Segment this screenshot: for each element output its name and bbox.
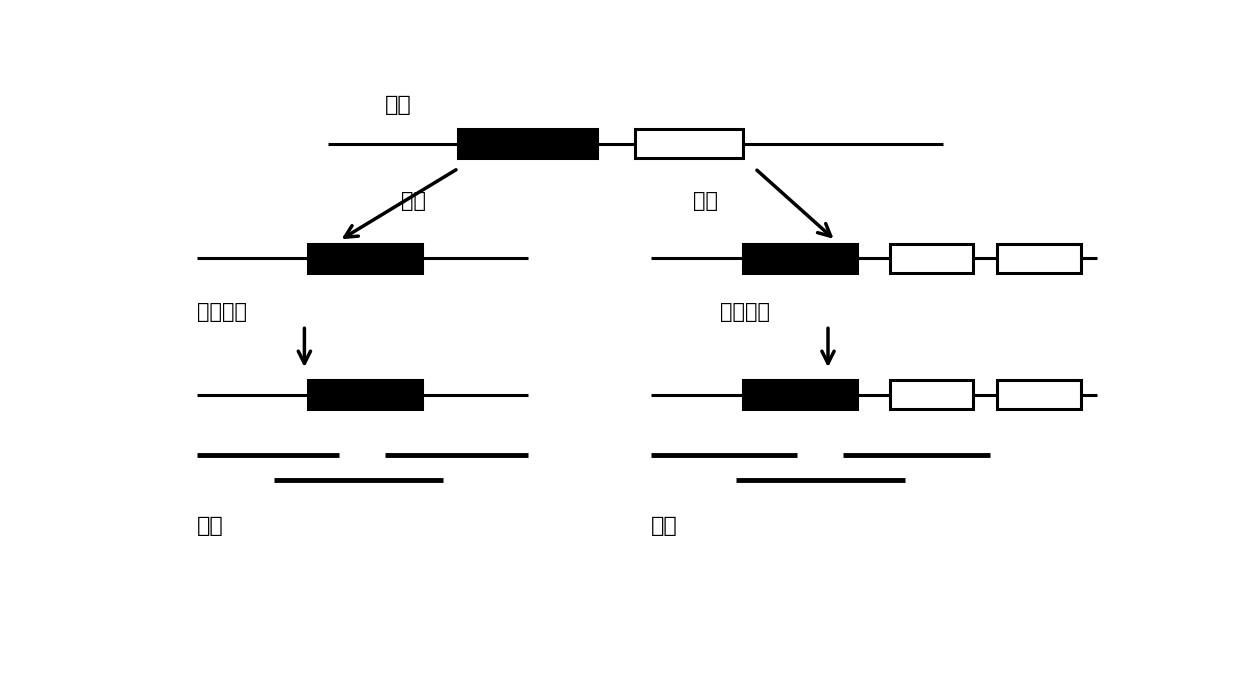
Bar (459, 129, 596, 158)
Bar (743, 244, 857, 273)
Text: 缺失: 缺失 (401, 191, 425, 211)
Bar (997, 244, 1080, 273)
Bar (309, 244, 422, 273)
Bar (889, 380, 972, 409)
Text: 基因: 基因 (386, 95, 412, 115)
Text: 探针: 探针 (651, 516, 677, 536)
Text: 探针捕获: 探针捕获 (720, 302, 770, 322)
Text: 探针: 探针 (197, 516, 223, 536)
Bar (889, 244, 972, 273)
Bar (997, 380, 1080, 409)
Text: 探针捕获: 探针捕获 (197, 302, 247, 322)
Bar (635, 129, 743, 158)
Bar (743, 380, 857, 409)
Bar (309, 380, 422, 409)
Text: 插入: 插入 (693, 191, 718, 211)
